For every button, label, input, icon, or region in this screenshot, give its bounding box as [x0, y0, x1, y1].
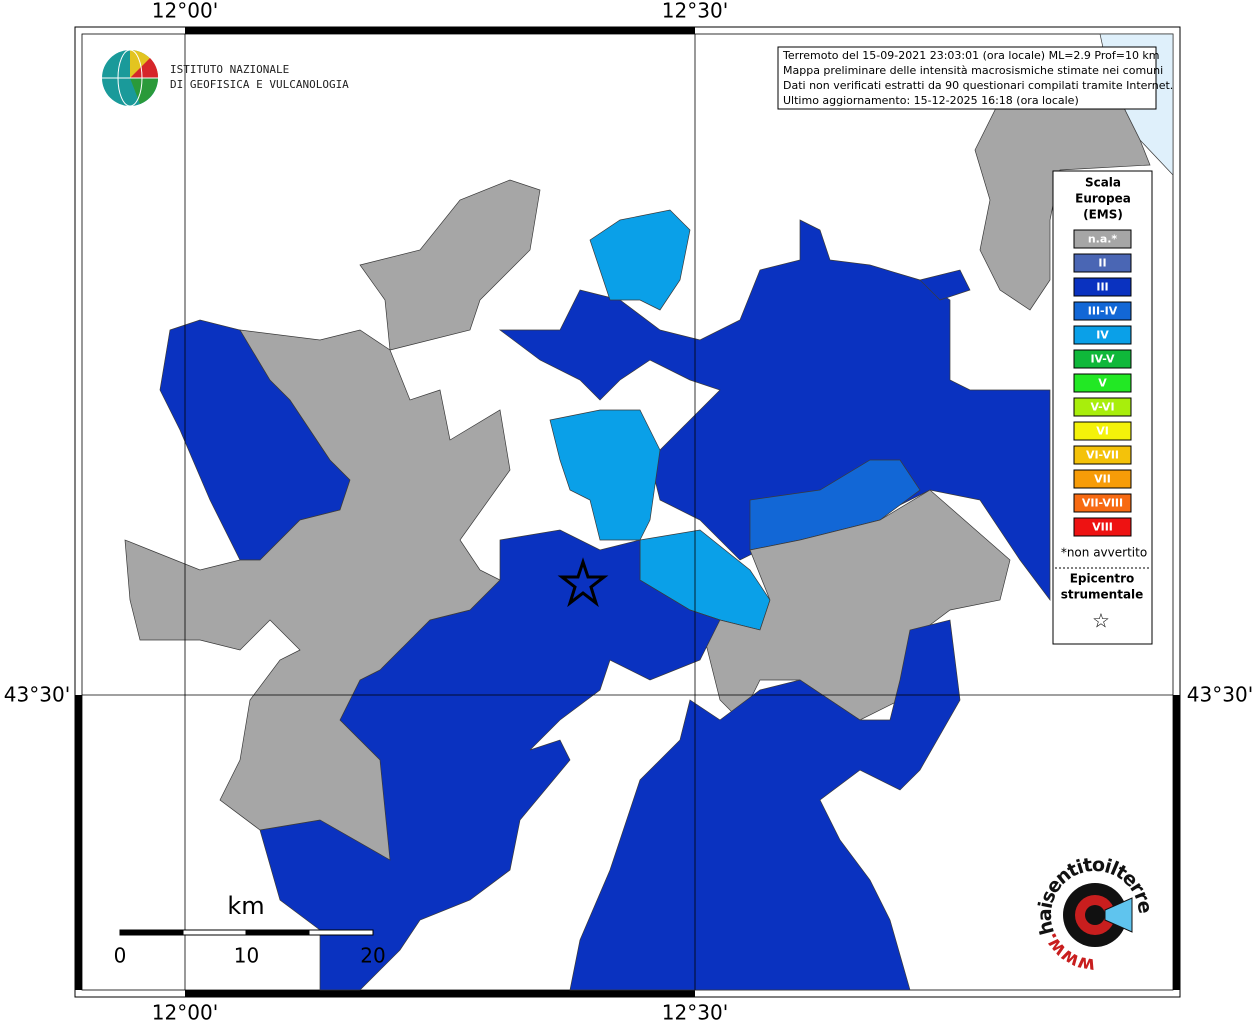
- institute-name: ISTITUTO NAZIONALE: [170, 63, 289, 76]
- legend-swatch: [1073, 349, 1132, 369]
- scale-label: 0: [114, 944, 127, 968]
- legend-label: VI: [1096, 425, 1109, 438]
- legend-star: ☆: [1092, 609, 1110, 633]
- legend-swatch: [1073, 421, 1132, 441]
- legend-note: *non avvertito: [1061, 546, 1147, 560]
- legend-title: (EMS): [1083, 208, 1123, 222]
- scale-unit: km: [227, 892, 264, 920]
- scale-segment: [182, 929, 247, 936]
- legend-swatch: [1073, 277, 1132, 297]
- region: [498, 219, 1051, 602]
- scale-bar: km: [119, 892, 374, 936]
- frame-bar: [1173, 695, 1180, 990]
- legend-swatch: [1073, 517, 1132, 537]
- info-line: Ultimo aggiornamento: 15-12-2025 16:18 (…: [783, 94, 1079, 107]
- info-line: Mappa preliminare delle intensità macros…: [783, 64, 1163, 77]
- epicenter-star: [557, 557, 609, 608]
- scale-segment: [308, 929, 374, 936]
- legend-label: VI-VII: [1086, 449, 1119, 462]
- scale-segment: [245, 929, 310, 936]
- legend-label: III: [1096, 281, 1108, 294]
- legend-label: IV: [1096, 329, 1109, 342]
- legend-label: V: [1098, 377, 1107, 390]
- lon-label: 12°30': [662, 1001, 728, 1025]
- legend-title: Scala: [1085, 176, 1121, 190]
- frame-labels: 12°00' 12°30' 12°00' 12°30' 43°30' 43°30…: [4, 0, 1253, 1025]
- legend-swatch: [1073, 445, 1132, 465]
- logo-ring: [1085, 905, 1105, 925]
- legend-swatch: [1073, 373, 1132, 393]
- legend-swatch: [1073, 325, 1132, 345]
- legend-label: II: [1098, 257, 1106, 270]
- region: [124, 329, 511, 861]
- lon-label: 12°00': [152, 1001, 218, 1025]
- legend: ScalaEuropea(EMS)n.a.*IIIIIIII-IVIVIV-VV…: [1061, 176, 1147, 633]
- legend-label: V-VI: [1090, 401, 1114, 414]
- legend-title: Europea: [1075, 192, 1131, 206]
- scale-segment: [119, 929, 184, 936]
- scale-labels: 0 10 20: [114, 944, 386, 968]
- legend-label: VII-VIII: [1082, 497, 1123, 510]
- legend-label: VIII: [1092, 521, 1113, 534]
- info-line: Terremoto del 15-09-2021 23:03:01 (ora l…: [782, 49, 1160, 62]
- region: [569, 619, 961, 991]
- info-text: Terremoto del 15-09-2021 23:03:01 (ora l…: [782, 49, 1173, 107]
- legend-label: VII: [1094, 473, 1111, 486]
- legend-swatch: [1073, 229, 1132, 249]
- lat-label: 43°30': [4, 683, 70, 707]
- lon-label: 12°30': [662, 0, 728, 23]
- legend-swatch: [1073, 493, 1132, 513]
- institute-logo: ISTITUTO NAZIONALE DI GEOFISICA E VULCAN…: [102, 49, 349, 107]
- legend-label: III-IV: [1088, 305, 1118, 318]
- legend-swatch: [1073, 301, 1132, 321]
- frame-bar: [75, 695, 82, 990]
- logo-segment: [130, 58, 159, 78]
- legend-label: IV-V: [1090, 353, 1115, 366]
- frame-bar: [185, 990, 695, 997]
- region: [919, 269, 971, 301]
- logo-speaker: [1104, 897, 1133, 933]
- legend-epicenter: strumentale: [1061, 588, 1144, 602]
- frame-bar: [185, 27, 695, 34]
- lat-label: 43°30': [1187, 683, 1253, 707]
- region: [589, 209, 691, 311]
- region: [974, 79, 1151, 311]
- info-box: [777, 46, 1157, 110]
- legend-swatch: [1073, 469, 1132, 489]
- lon-label: 12°00': [152, 0, 218, 23]
- scale-label: 10: [234, 944, 259, 968]
- legend-epicenter: Epicentro: [1070, 572, 1135, 586]
- region: [359, 179, 541, 351]
- legend-swatch: [1073, 397, 1132, 417]
- legend-swatch: [1073, 253, 1132, 273]
- institute-name: DI GEOFISICA E VULCANOLOGIA: [170, 78, 349, 91]
- logo-segment: [130, 78, 158, 104]
- info-line: Dati non verificati estratti da 90 quest…: [783, 79, 1173, 92]
- legend-label: n.a.*: [1088, 233, 1118, 246]
- scale-label: 20: [360, 944, 385, 968]
